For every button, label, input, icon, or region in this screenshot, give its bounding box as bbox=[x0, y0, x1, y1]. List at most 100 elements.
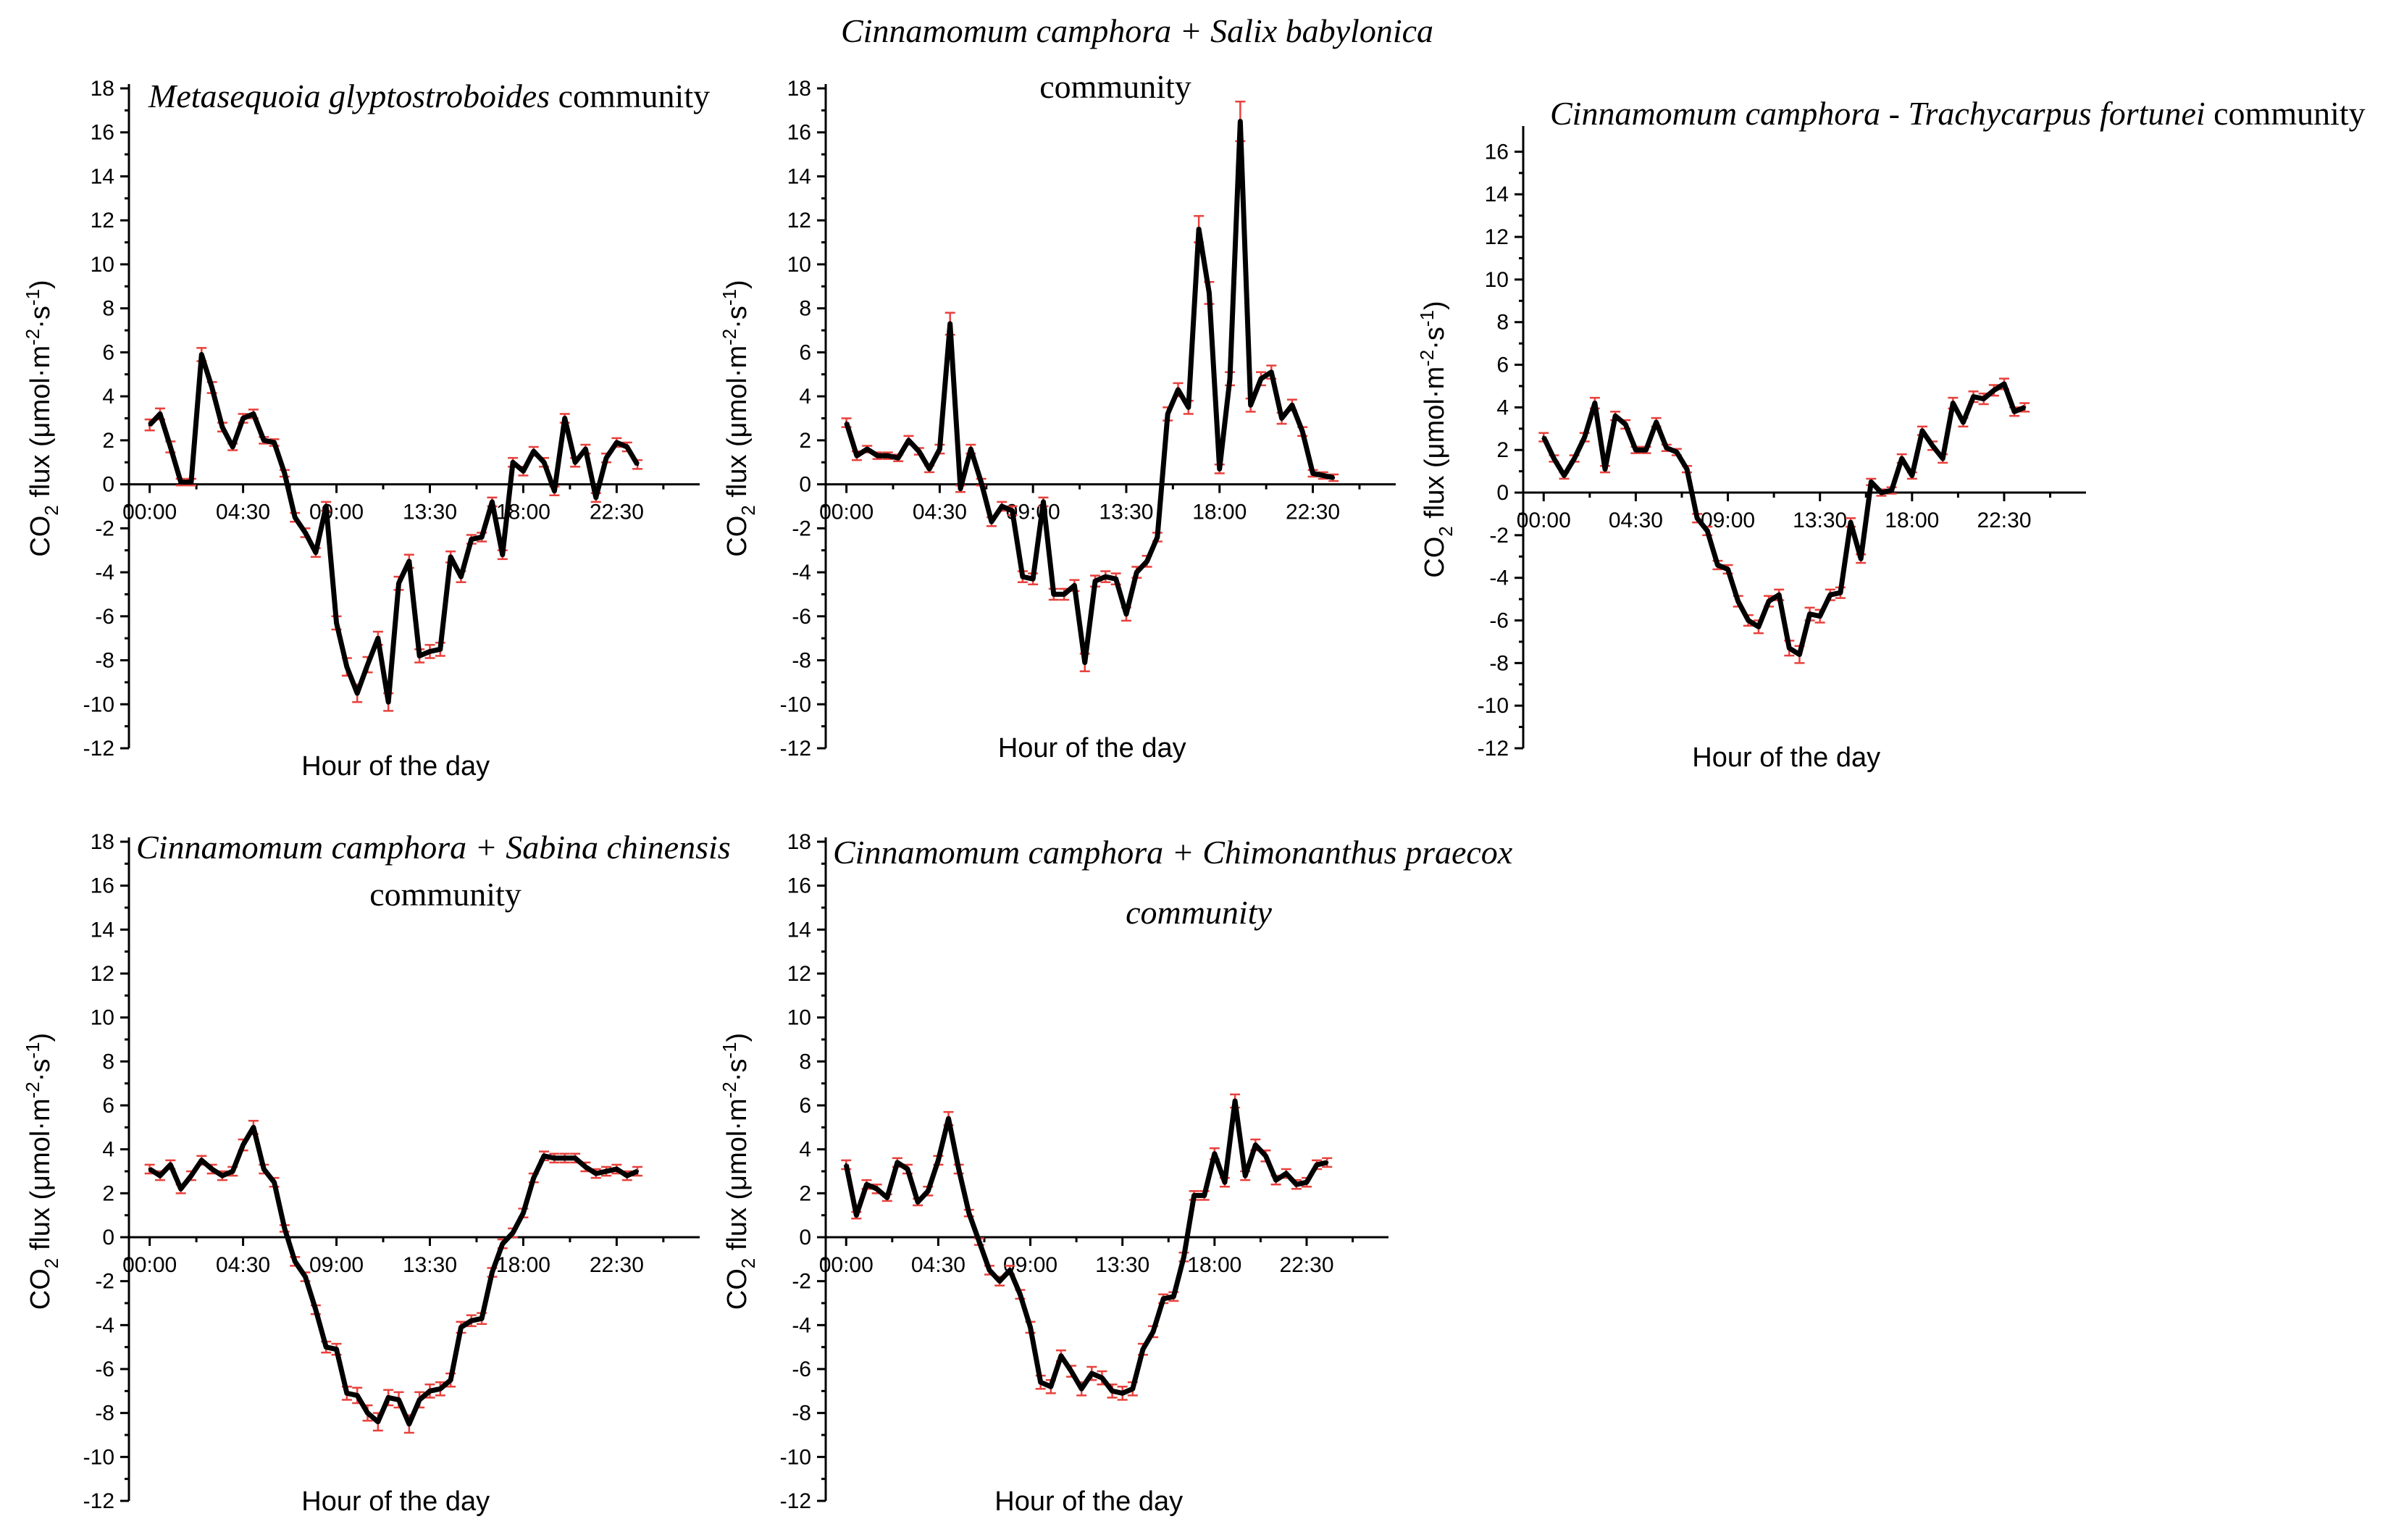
y-tick-label: -8 bbox=[1489, 651, 1509, 675]
data-point bbox=[1294, 1183, 1298, 1187]
data-point bbox=[1223, 1181, 1226, 1184]
y-tick-label: 8 bbox=[102, 297, 114, 321]
y-tick-label: 8 bbox=[1496, 311, 1509, 335]
y-tick-label: 12 bbox=[91, 962, 114, 986]
data-point bbox=[594, 495, 598, 499]
data-point bbox=[553, 1156, 556, 1160]
data-point bbox=[303, 1275, 307, 1279]
data-point bbox=[615, 440, 619, 444]
data-point bbox=[1624, 422, 1628, 426]
data-point bbox=[459, 575, 463, 579]
chart-title: community bbox=[1039, 68, 1191, 105]
y-tick-label: 12 bbox=[787, 209, 811, 233]
data-point bbox=[1859, 557, 1863, 561]
x-tick-label: 13:30 bbox=[403, 501, 457, 524]
series-line bbox=[844, 119, 1334, 666]
x-tick-label: 09:00 bbox=[309, 501, 364, 524]
data-point bbox=[1080, 1387, 1084, 1391]
series-line bbox=[148, 1124, 639, 1427]
x-tick-label: 22:30 bbox=[1279, 1253, 1333, 1277]
x-tick-label: 18:00 bbox=[1885, 509, 1939, 532]
y-tick-label: -12 bbox=[780, 1489, 811, 1513]
chart-title: Cinnamomum camphora + Chimonanthus praec… bbox=[833, 834, 1513, 871]
data-point bbox=[1249, 403, 1252, 407]
y-tick-label: -10 bbox=[83, 1445, 114, 1469]
y-tick-label: -2 bbox=[792, 516, 811, 540]
series-line bbox=[148, 351, 640, 705]
y-axis-label: CO2 flux (μmol·m-2·s-1) bbox=[719, 1033, 759, 1310]
y-tick-label: -12 bbox=[83, 1489, 114, 1513]
y-tick-label: 4 bbox=[102, 385, 114, 409]
y-tick-label: 0 bbox=[799, 1226, 811, 1250]
chart-title: community bbox=[369, 876, 521, 913]
y-tick-label: 10 bbox=[787, 1006, 811, 1030]
y-tick-label: -10 bbox=[780, 1445, 811, 1469]
data-point bbox=[916, 1200, 920, 1204]
x-tick-label: 00:00 bbox=[122, 1253, 177, 1277]
y-tick-label: -2 bbox=[792, 1270, 811, 1294]
data-point bbox=[584, 1165, 587, 1168]
data-point bbox=[928, 467, 931, 471]
data-point bbox=[1798, 653, 1801, 656]
data-point bbox=[220, 1174, 224, 1178]
data-point bbox=[543, 461, 546, 464]
data-point bbox=[1100, 1376, 1104, 1380]
data-point bbox=[1941, 456, 1945, 460]
y-tick-label: 8 bbox=[102, 1050, 114, 1074]
y-tick-label: 10 bbox=[91, 1006, 114, 1030]
data-point bbox=[1131, 1387, 1134, 1391]
data-point bbox=[1280, 417, 1283, 420]
data-point bbox=[1039, 1381, 1042, 1384]
data-point bbox=[407, 1422, 411, 1426]
y-tick-label: -10 bbox=[1478, 694, 1509, 718]
y-tick-label: 6 bbox=[102, 1094, 114, 1118]
data-point bbox=[1152, 1330, 1155, 1334]
data-point bbox=[1675, 451, 1678, 454]
data-point bbox=[397, 1398, 401, 1402]
data-point bbox=[1182, 1255, 1186, 1259]
data-point bbox=[428, 650, 432, 653]
data-point bbox=[282, 472, 286, 475]
data-point bbox=[563, 417, 566, 420]
data-point bbox=[1052, 593, 1055, 596]
data-point bbox=[314, 1308, 317, 1312]
data-point bbox=[1029, 1326, 1032, 1329]
data-point bbox=[210, 385, 214, 389]
data-point bbox=[2023, 406, 2027, 409]
data-point bbox=[845, 1163, 848, 1166]
data-point bbox=[418, 654, 422, 658]
data-point bbox=[594, 1172, 598, 1176]
chart-title: Metasequoia glyptostroboides community bbox=[148, 78, 710, 114]
data-point bbox=[1073, 584, 1076, 587]
y-tick-label: 18 bbox=[91, 830, 114, 854]
data-point bbox=[1114, 577, 1118, 581]
data-point bbox=[1869, 480, 1873, 484]
data-point bbox=[1218, 467, 1221, 471]
data-point bbox=[1120, 1392, 1124, 1395]
data-point bbox=[438, 1387, 442, 1391]
data-point bbox=[1315, 1163, 1319, 1166]
data-point bbox=[897, 456, 900, 460]
data-point bbox=[1604, 467, 1607, 471]
data-point bbox=[1716, 564, 1719, 567]
y-axis-label: CO2 flux (μmol·m-2·s-1) bbox=[22, 280, 62, 556]
data-point bbox=[511, 461, 515, 464]
x-tick-label: 00:00 bbox=[819, 501, 874, 524]
y-tick-label: -6 bbox=[95, 605, 114, 629]
y-tick-label: 14 bbox=[1485, 183, 1509, 206]
data-point bbox=[387, 700, 390, 704]
data-point bbox=[200, 353, 204, 356]
y-tick-label: 2 bbox=[799, 429, 811, 453]
y-tick-label: 10 bbox=[1485, 268, 1509, 292]
data-point bbox=[148, 1167, 151, 1171]
data-point bbox=[584, 448, 587, 451]
y-tick-label: 18 bbox=[787, 77, 811, 101]
data-point bbox=[1031, 577, 1035, 581]
data-point bbox=[511, 1231, 515, 1234]
data-point bbox=[1010, 509, 1014, 513]
y-tick-label: -2 bbox=[95, 516, 114, 540]
y-tick-label: 0 bbox=[102, 473, 114, 497]
data-point bbox=[179, 1187, 183, 1191]
